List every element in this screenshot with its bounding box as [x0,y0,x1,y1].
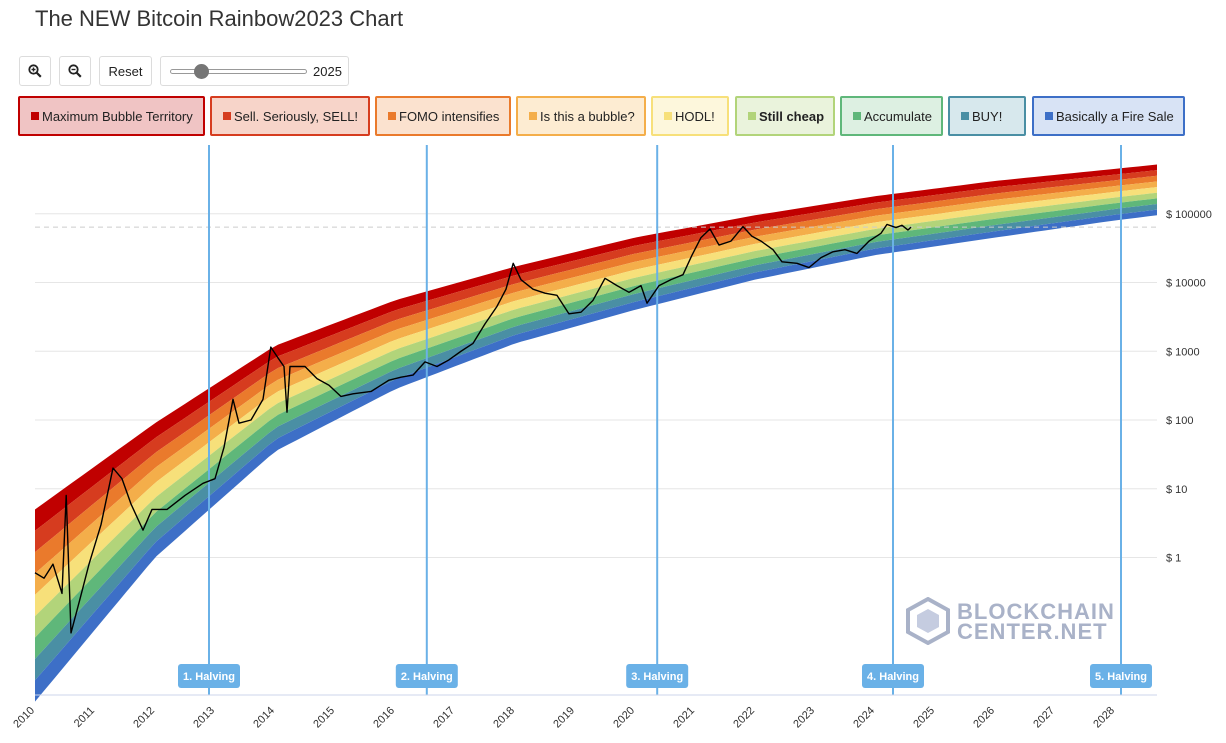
y-tick-label: $ 1000 [1166,346,1200,358]
legend-band-1[interactable]: Maximum Bubble Territory [18,96,205,136]
x-tick-label: 2025 [911,705,937,731]
y-tick-label: $ 100000 [1166,209,1212,221]
rainbow-band-9 [35,209,1157,702]
legend-label: Maximum Bubble Territory [42,108,193,124]
legend-swatch [529,112,537,120]
halving-label-3: 3. Halving [631,671,683,683]
page-title: The NEW Bitcoin Rainbow2023 Chart [35,6,404,31]
year-slider-value: 2025 [313,64,342,79]
legend-band-6[interactable]: Still cheap [735,96,835,136]
legend-label: Sell. Seriously, SELL! [234,108,359,124]
x-tick-label: 2022 [731,705,757,731]
x-tick-label: 2012 [131,705,157,731]
halving-label-bg-4 [862,664,924,688]
zoom-out-button[interactable] [59,56,91,86]
halving-label-bg-2 [395,664,458,688]
legend-label: Basically a Fire Sale [1056,108,1174,124]
legend-swatch [853,112,861,120]
reset-button[interactable]: Reset [99,56,152,86]
watermark-line2: CENTER.NET [957,619,1108,644]
x-tick-label: 2028 [1091,705,1117,731]
legend-swatch [31,112,39,120]
halving-label-2: 2. Halving [401,671,453,683]
x-tick-label: 2019 [551,705,577,731]
btc-price-line [34,223,912,634]
legend-band-7[interactable]: Accumulate [840,96,943,136]
halving-label-bg-3 [626,664,689,688]
halving-label-1: 1. Halving [183,671,235,683]
legend-band-4[interactable]: Is this a bubble? [516,96,646,136]
legend-band-5[interactable]: HODL! [651,96,729,136]
x-tick-label: 2017 [431,705,457,731]
x-tick-label: 2011 [72,705,97,730]
y-tick-label: $ 10 [1166,484,1187,496]
x-tick-label: 2027 [1031,705,1057,731]
y-tick-label: $ 10000 [1166,278,1206,290]
legend-band-9[interactable]: Basically a Fire Sale [1032,96,1185,136]
watermark-line1: BLOCKCHAIN [957,599,1115,624]
x-tick-label: 2020 [611,705,637,731]
legend-swatch [748,112,756,120]
year-slider-thumb[interactable] [194,64,210,79]
blockchaincenter-watermark: BLOCKCHAIN CENTER.NET [905,597,1114,647]
x-tick-label: 2015 [311,705,337,731]
halving-label-5: 5. Halving [1095,671,1147,683]
halving-label-bg-5 [1090,664,1152,688]
x-tick-label: 2018 [491,705,517,731]
legend-band-2[interactable]: Sell. Seriously, SELL! [210,96,370,136]
x-tick-label: 2014 [251,705,277,731]
x-tick-label: 2010 [11,705,37,731]
y-tick-label: $ 1 [1166,553,1181,565]
legend-band-8[interactable]: BUY! [948,96,1026,136]
x-tick-label: 2016 [371,705,397,731]
legend-label: Still cheap [759,108,825,124]
blockchaincenter-logo-icon [906,597,950,645]
year-slider-container: 2025 [160,56,349,86]
legend-swatch [664,112,672,120]
halving-label-4: 4. Halving [867,671,919,683]
year-slider-track[interactable] [170,69,307,74]
x-tick-label: 2026 [971,705,997,731]
legend-swatch [388,112,396,120]
legend-label: Accumulate [864,108,932,124]
x-tick-label: 2023 [791,705,817,731]
zoom-out-icon [68,64,82,78]
legend-label: BUY! [972,108,1003,124]
rainbow-band-4 [35,181,1157,595]
legend-label: HODL! [675,108,715,124]
x-tick-label: 2021 [671,705,697,731]
x-tick-label: 2013 [191,705,217,731]
zoom-in-button[interactable] [19,56,51,86]
legend-swatch [223,112,231,120]
legend-band-3[interactable]: FOMO intensifies [375,96,511,136]
legend-label: Is this a bubble? [540,108,635,124]
zoom-in-icon [28,64,42,78]
x-tick-label: 2024 [851,705,877,731]
legend-swatch [961,112,969,120]
legend-label: FOMO intensifies [399,108,500,124]
legend-swatch [1045,112,1053,120]
y-tick-label: $ 100 [1166,415,1194,427]
rainbow-chart: $ 1 $ 10 $ 100 $ 1000 $ 10000 $ 100000 1. Halv… [11,145,1212,731]
halving-label-bg-1 [178,664,240,688]
rainbow-band-8 [35,204,1157,681]
